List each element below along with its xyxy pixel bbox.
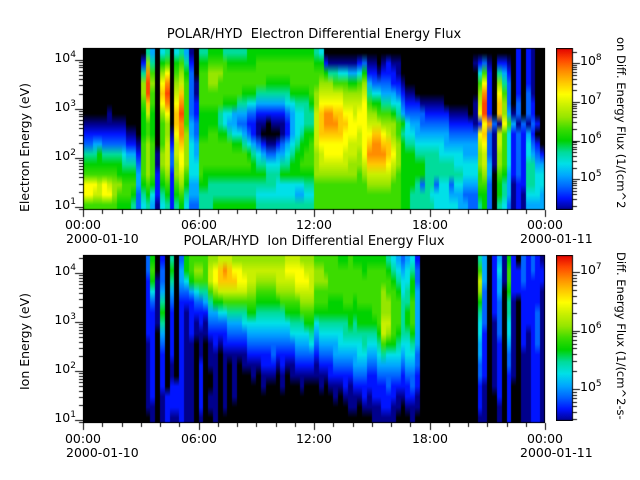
x-tick-label: 18:00 xyxy=(411,431,449,446)
colorbar-tick-label: 106 xyxy=(580,130,602,146)
colorbar-tick-label: 105 xyxy=(580,168,602,184)
colorbar-tick-label: 105 xyxy=(580,378,602,394)
x-tick-label: 06:00 xyxy=(180,217,218,232)
ion-panel-title: POLAR/HYD Ion Differential Energy Flux xyxy=(183,234,445,249)
x-tick-label: 06:00 xyxy=(180,431,218,446)
y-tick-label: 101 xyxy=(54,409,76,425)
x-tick-label: 00:00 xyxy=(64,217,102,232)
y-tick-label: 102 xyxy=(54,360,76,376)
x-tick-label: 12:00 xyxy=(295,217,333,232)
x-tick-label: 00:00 xyxy=(526,431,564,446)
y-tick-label: 104 xyxy=(54,49,76,65)
y-tick-label: 103 xyxy=(54,98,76,114)
electron-start-date-label: 2000-01-10 xyxy=(66,231,139,246)
ion-start-date-label: 2000-01-10 xyxy=(66,445,139,460)
x-tick-label: 00:00 xyxy=(64,431,102,446)
colorbar-tick-label: 107 xyxy=(580,261,602,277)
electron-colorbar-label: on Diff. Energy Flux (1/(cm^2 xyxy=(614,37,628,209)
y-tick-label: 101 xyxy=(54,196,76,212)
electron-panel-title: POLAR/HYD Electron Differential Energy F… xyxy=(166,27,462,42)
y-tick-label: 104 xyxy=(54,262,76,278)
ion-end-date-label: 2000-01-11 xyxy=(520,445,593,460)
colorbar-tick-label: 106 xyxy=(580,320,602,336)
x-tick-label: 00:00 xyxy=(526,217,564,232)
ion-colorbar-label: Diff. Energy Flux (1/(cm^2-s- xyxy=(614,252,628,420)
x-tick-label: 12:00 xyxy=(295,431,333,446)
colorbar-tick-label: 108 xyxy=(580,52,602,68)
electron-end-date-label: 2000-01-11 xyxy=(520,231,593,246)
y-tick-label: 102 xyxy=(54,147,76,163)
x-tick-label: 18:00 xyxy=(411,217,449,232)
colorbar-tick-label: 107 xyxy=(580,91,602,107)
y-tick-label: 103 xyxy=(54,311,76,327)
